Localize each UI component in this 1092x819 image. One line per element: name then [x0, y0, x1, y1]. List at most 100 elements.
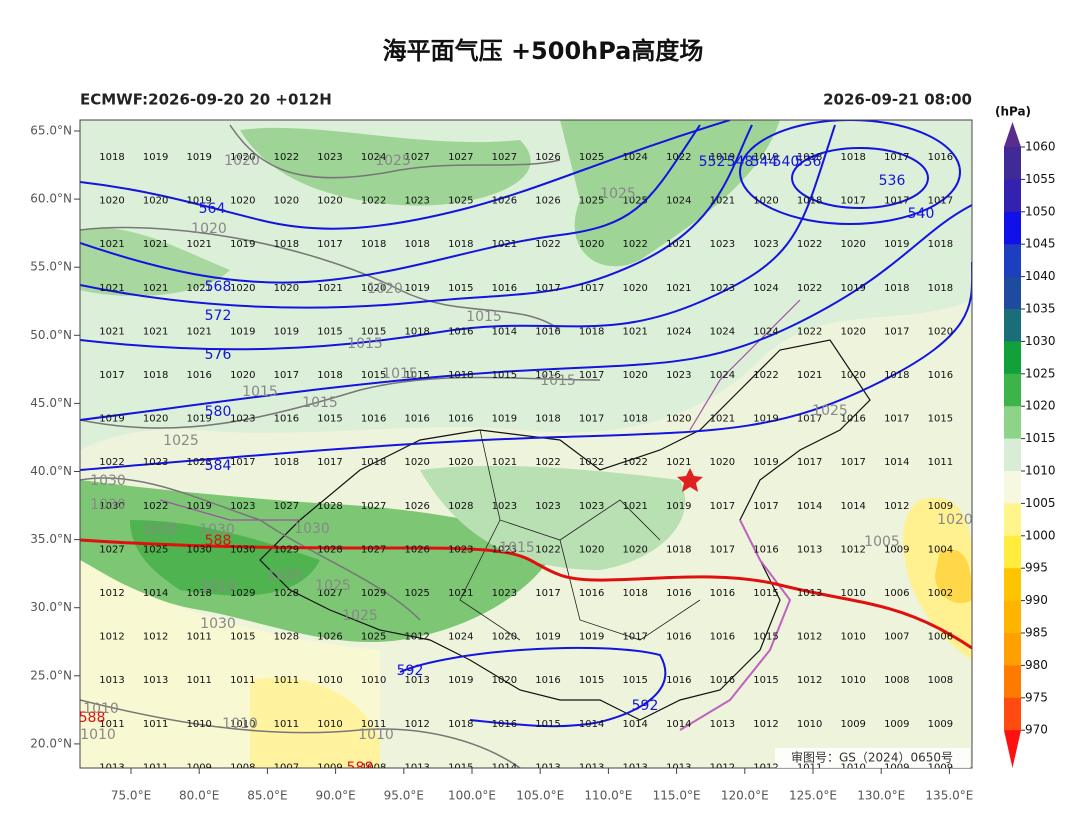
colorbar-label: 1025: [1025, 366, 1056, 380]
station-pressure: 1012: [143, 632, 168, 643]
station-pressure: 1013: [666, 762, 691, 773]
station-pressure: 1016: [928, 370, 953, 381]
isobar-label: 1030: [199, 522, 235, 538]
station-pressure: 1009: [884, 762, 909, 773]
station-pressure: 1015: [928, 414, 953, 425]
station-pressure: 1016: [666, 588, 691, 599]
station-pressure: 1016: [492, 283, 517, 294]
station-pressure: 1011: [143, 762, 168, 773]
station-pressure: 1023: [186, 457, 211, 468]
station-pressure: 1020: [928, 326, 953, 337]
station-pressure: 1019: [99, 414, 124, 425]
station-pressure: 1019: [710, 152, 735, 163]
station-pressure: 1019: [535, 632, 560, 643]
station-pressure: 1021: [186, 283, 211, 294]
colorbar-label: 1045: [1025, 237, 1056, 251]
station-pressure: 1016: [666, 632, 691, 643]
lat-tick-label: 50.0°N: [30, 328, 72, 342]
station-pressure: 1012: [753, 762, 778, 773]
station-pressure: 1019: [753, 152, 778, 163]
station-pressure: 1025: [143, 544, 168, 555]
station-pressure: 1016: [535, 326, 560, 337]
station-pressure: 1018: [186, 588, 211, 599]
station-pressure: 1011: [230, 675, 255, 686]
station-pressure: 1009: [928, 719, 953, 730]
map-frame: [79, 119, 973, 769]
station-pressure: 1018: [884, 370, 909, 381]
height-label: 572: [205, 308, 232, 324]
station-pressure: 1027: [99, 544, 124, 555]
station-pressure: 1018: [99, 152, 124, 163]
station-pressure: 1018: [448, 370, 473, 381]
colorbar-segment: [1004, 147, 1021, 180]
station-pressure: 1009: [186, 762, 211, 773]
station-pressure: 1013: [99, 675, 124, 686]
isobars: [80, 124, 601, 768]
station-pressure: 1023: [404, 196, 429, 207]
station-pressure: 1012: [404, 632, 429, 643]
station-pressure: 1021: [492, 239, 517, 250]
station-pressure: 1023: [230, 501, 255, 512]
isobar-label: 1015: [347, 336, 383, 352]
station-pressure: 1030: [99, 501, 124, 512]
station-pressure: 1021: [666, 283, 691, 294]
isobar-label: 1010: [358, 727, 394, 743]
station-pressure: 1014: [143, 588, 168, 599]
station-pressure: 1020: [274, 196, 299, 207]
lon-tick-label: 100.0°E: [448, 789, 496, 803]
station-pressure: 1017: [797, 457, 822, 468]
station-pressure: 1023: [666, 370, 691, 381]
station-pressure: 1025: [361, 632, 386, 643]
station-pressure: 1018: [404, 326, 429, 337]
station-pressure: 1017: [622, 632, 647, 643]
height-label: 592: [397, 663, 424, 679]
footer: 审图号：GS（2024）0650号: [791, 750, 953, 765]
isobar-label: 1030: [142, 522, 178, 538]
station-pressure: 1021: [448, 588, 473, 599]
station-pressure: 1019: [666, 501, 691, 512]
station-pressure: 1021: [143, 326, 168, 337]
station-pressure: 1021: [99, 283, 124, 294]
station-pressure: 1020: [622, 544, 647, 555]
station-pressure: 1008: [884, 675, 909, 686]
lon-tick-label: 95.0°E: [384, 789, 424, 803]
station-pressure: 1023: [710, 239, 735, 250]
station-pressure: 1026: [317, 632, 342, 643]
station-pressure: 1022: [535, 544, 560, 555]
colorbar-segment: [1004, 438, 1021, 472]
station-pressure: 1013: [404, 762, 429, 773]
station-pressure: 1026: [492, 196, 517, 207]
station-pressure: 1020: [753, 196, 778, 207]
borders: [159, 299, 871, 731]
colorbar-bottom: [1004, 730, 1021, 768]
station-pressure: 1020: [143, 196, 168, 207]
station-pressure: 1017: [884, 326, 909, 337]
colorbar-label: 1060: [1025, 140, 1056, 154]
isobar-label: 1015: [540, 373, 576, 389]
height-label: 540: [773, 154, 800, 170]
station-pressure: 1016: [535, 675, 560, 686]
station-pressure: 1029: [274, 544, 299, 555]
station-pressure: 1009: [317, 762, 342, 773]
colorbar-label: 975: [1025, 690, 1048, 704]
lon-tick-label: 85.0°E: [247, 789, 287, 803]
station-pressure: 1019: [884, 239, 909, 250]
station-pressure: 1018: [666, 544, 691, 555]
station-pressure: 1017: [579, 414, 604, 425]
station-pressure: 1020: [143, 414, 168, 425]
station-pressure: 1020: [404, 457, 429, 468]
lon-tick-label: 90.0°E: [315, 789, 355, 803]
station-pressure: 1027: [317, 588, 342, 599]
isobar-label: 1020: [191, 221, 227, 237]
station-pressure: 1004: [928, 544, 953, 555]
station-pressure: 1018: [884, 283, 909, 294]
station-pressure: 1016: [579, 588, 604, 599]
lat-tick-label: 60.0°N: [30, 192, 72, 206]
station-pressure: 1013: [404, 675, 429, 686]
contour-588: [80, 538, 972, 650]
station-pressure: 1011: [186, 675, 211, 686]
subtitle-left: ECMWF:2026-09-20 20 +012H: [80, 91, 332, 109]
station-pressure: 1012: [99, 632, 124, 643]
isobar-label: 1030: [294, 521, 330, 537]
station-pressure: 1011: [361, 719, 386, 730]
